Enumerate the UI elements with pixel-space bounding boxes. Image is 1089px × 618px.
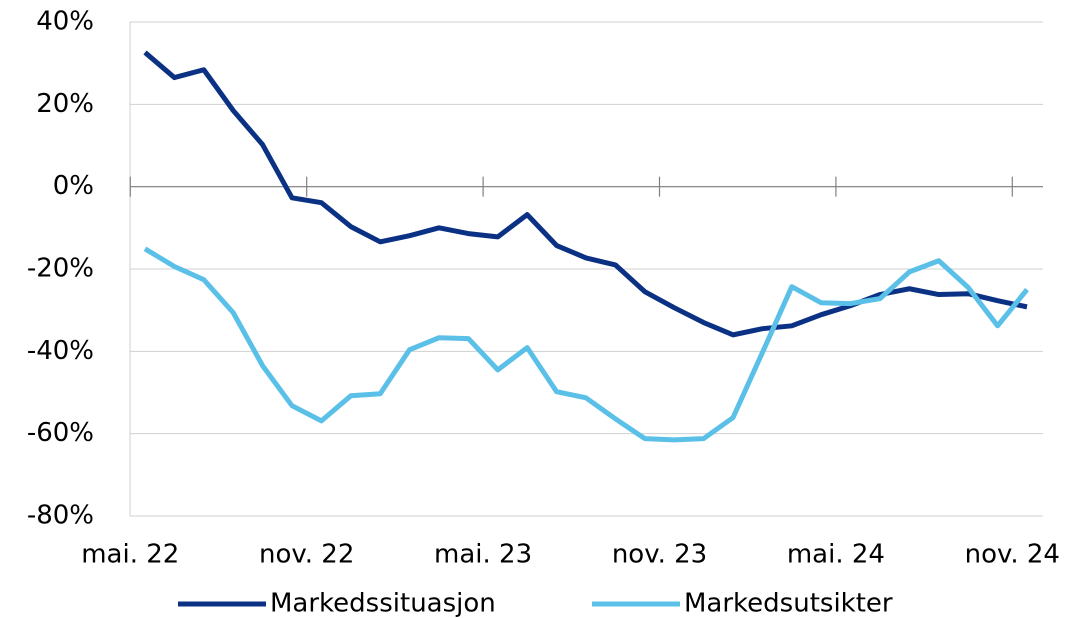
y-tick-label: -40% [27, 336, 94, 366]
y-tick-label: 20% [36, 89, 94, 119]
y-tick-label: -60% [27, 418, 94, 448]
y-tick-label: -80% [27, 501, 94, 531]
x-tick-label: nov. 24 [965, 540, 1060, 570]
legend-label: Markedssituasjon [270, 589, 496, 618]
x-tick-label: nov. 23 [612, 540, 707, 570]
y-tick-label: 0% [53, 171, 94, 201]
y-tick-label: -20% [27, 254, 94, 284]
legend-label: Markedsutsikter [684, 589, 893, 618]
x-tick-label: mai. 23 [434, 540, 532, 570]
series-line [143, 50, 1028, 338]
x-tick-label: mai. 22 [81, 540, 179, 570]
y-tick-label: 40% [36, 7, 94, 37]
x-tick-label: mai. 24 [787, 540, 885, 570]
series-line [143, 246, 1029, 443]
x-tick-label: nov. 22 [259, 540, 354, 570]
